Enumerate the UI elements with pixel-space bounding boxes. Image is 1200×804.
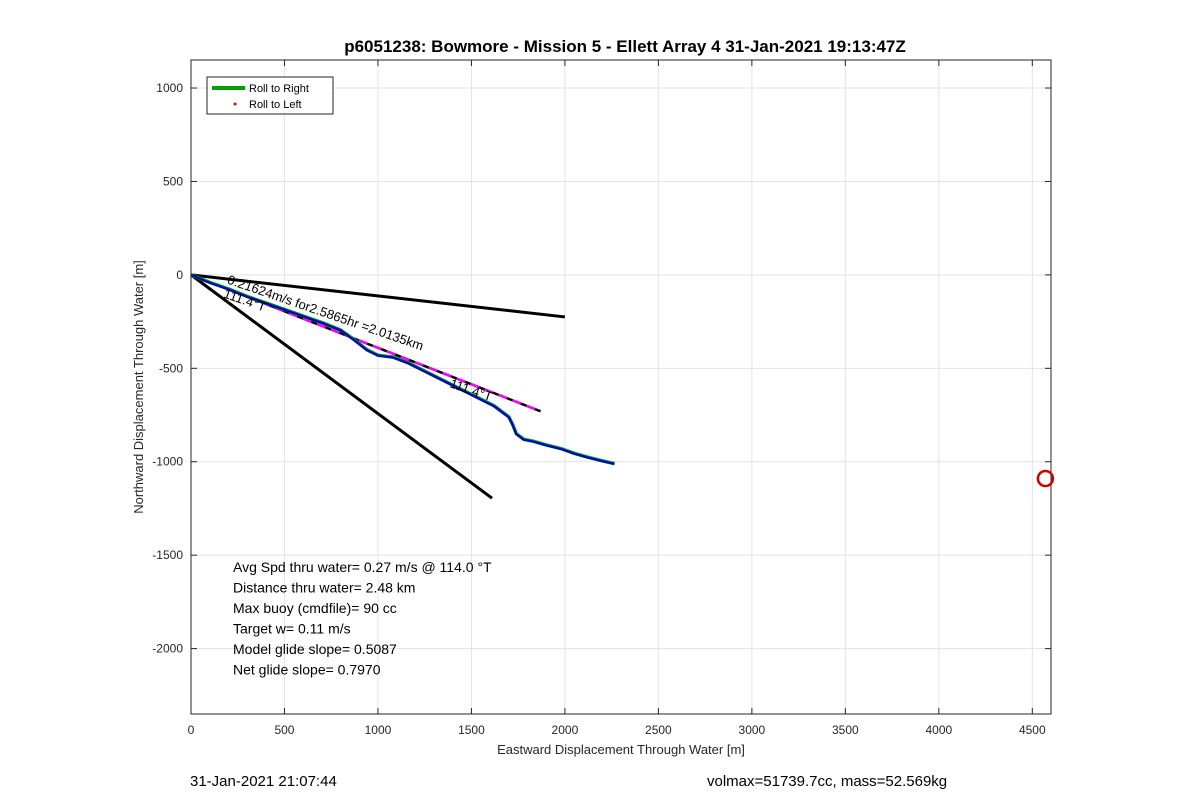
stats-line: Distance thru water= 2.48 km xyxy=(233,580,415,596)
stats-line: Max buoy (cmdfile)= 90 cc xyxy=(233,600,397,616)
grid-lines xyxy=(190,60,1051,714)
x-tick-label: 1000 xyxy=(365,723,392,737)
reference-line xyxy=(190,273,566,319)
stats-line: Avg Spd thru water= 0.27 m/s @ 114.0 °T xyxy=(233,559,492,575)
series-lines xyxy=(190,273,615,466)
axis-ticks: 0 500 1000 1500 2000 2500 3000 3500 4000 4500 -200… xyxy=(152,60,1051,737)
footer-info: volmax=51739.7cc, mass=52.569kg xyxy=(707,773,948,790)
x-tick-label: 0 xyxy=(188,723,195,737)
x-tick-label: 3000 xyxy=(739,723,766,737)
y-tick-label: 500 xyxy=(163,174,183,188)
stats-block: Avg Spd thru water= 0.27 m/s @ 114.0 °T D… xyxy=(233,559,492,678)
position-marker-circle xyxy=(1036,469,1055,488)
chart-title: p6051238: Bowmore - Mission 5 - Ellett A… xyxy=(344,37,906,56)
position-marker xyxy=(1036,469,1055,488)
reference-line xyxy=(190,273,493,500)
legend-swatch-roll-left xyxy=(233,102,237,106)
stats-line: Net glide slope= 0.7970 xyxy=(233,662,381,678)
x-tick-label: 4500 xyxy=(1019,723,1046,737)
x-tick-label: 2500 xyxy=(645,723,672,737)
axes-box xyxy=(190,59,1052,715)
legend: Roll to Right Roll to Left xyxy=(206,76,334,115)
stats-line: Target w= 0.11 m/s xyxy=(233,621,351,637)
x-tick-label: 3500 xyxy=(832,723,859,737)
annotations: 0.21624m/s for2.5865hr =2.0135km111.4°T1… xyxy=(222,272,495,404)
x-tick-label: 2000 xyxy=(552,723,579,737)
x-tick-label: 4000 xyxy=(925,723,952,737)
legend-box xyxy=(206,76,334,115)
y-axis-label: Northward Displacement Through Water [m] xyxy=(131,260,146,514)
legend-label-roll-left: Roll to Left xyxy=(249,99,302,111)
annotation-text: 0.21624m/s for2.5865hr =2.0135km xyxy=(226,272,426,353)
x-axis-label: Eastward Displacement Through Water [m] xyxy=(497,742,745,757)
y-tick-label: 0 xyxy=(176,268,183,282)
y-tick-label: -1500 xyxy=(152,548,183,562)
stats-line: Model glide slope= 0.5087 xyxy=(233,641,397,657)
x-tick-label: 1500 xyxy=(458,723,485,737)
y-tick-label: -1000 xyxy=(152,455,183,469)
legend-label-roll-right: Roll to Right xyxy=(249,83,309,95)
series-line-1 xyxy=(190,273,615,466)
footer-timestamp: 31-Jan-2021 21:07:44 xyxy=(190,773,337,790)
x-tick-label: 500 xyxy=(274,723,294,737)
y-tick-label: 1000 xyxy=(156,81,183,95)
y-tick-label: -2000 xyxy=(152,642,183,656)
y-tick-label: -500 xyxy=(159,361,183,375)
